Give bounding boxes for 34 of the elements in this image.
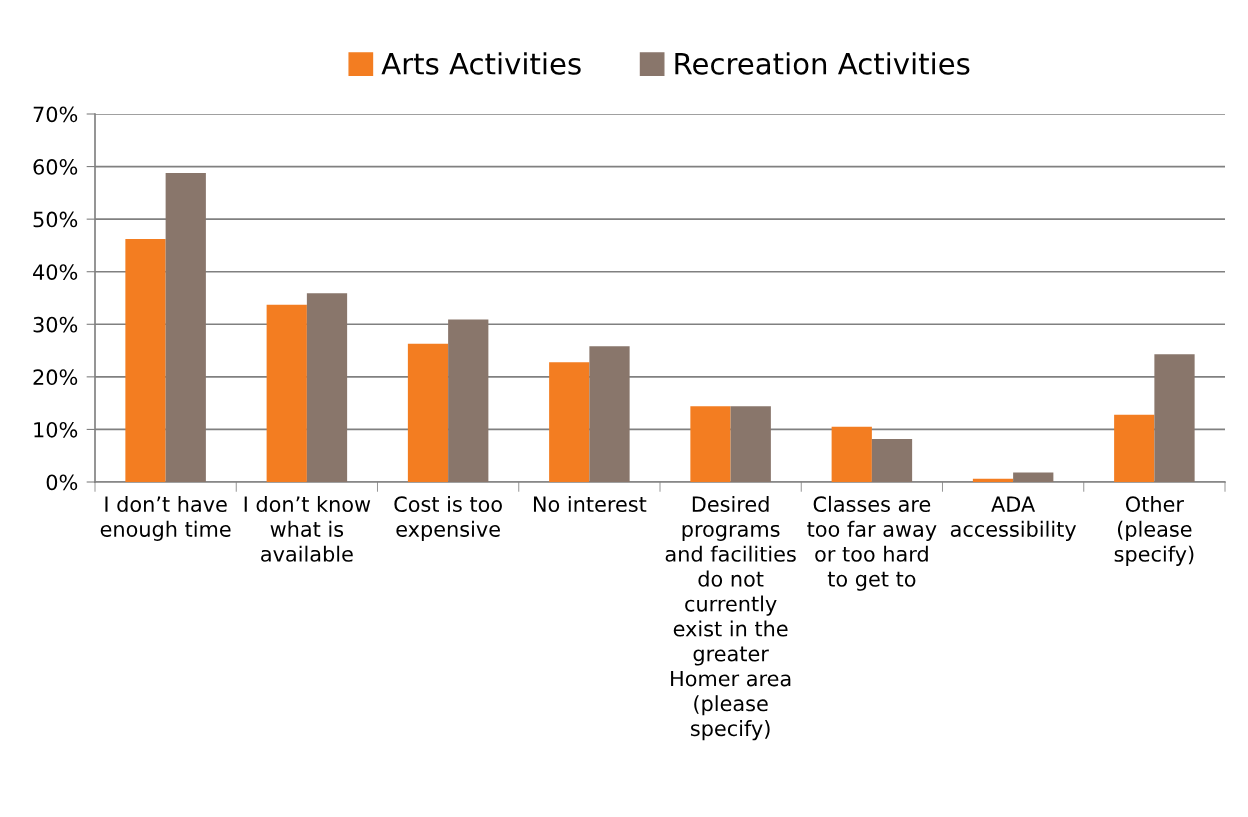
bar xyxy=(831,426,872,482)
bar xyxy=(125,239,166,482)
x-tick-label: I don’t have enough time xyxy=(100,495,231,541)
y-tick-label: 60% xyxy=(33,159,78,175)
bar xyxy=(306,293,348,482)
x-tick-label: Classes are too far away or too hard to get to xyxy=(807,495,937,591)
bar xyxy=(690,406,731,482)
bar xyxy=(1013,472,1054,482)
bar xyxy=(589,346,630,482)
bar xyxy=(730,406,771,482)
y-tick-label: 10% xyxy=(34,421,78,438)
bar xyxy=(1154,354,1195,482)
x-tick-label: Cost is too expensive xyxy=(394,495,502,541)
bar xyxy=(407,343,449,482)
x-tick-label: ADA accessibility xyxy=(950,496,1077,541)
bar xyxy=(448,319,489,482)
bar xyxy=(972,478,1014,482)
category-label: Desired programs and facilities do not currently exist in the greater Homer area (please specify) xyxy=(665,495,796,741)
bar xyxy=(549,362,590,482)
bar xyxy=(266,304,307,482)
x-tick-label: Other (please specify) xyxy=(1114,495,1194,566)
x-tick-label: No interest xyxy=(533,495,647,513)
y-tick-label: 0% xyxy=(46,474,78,491)
y-tick-label: 30% xyxy=(33,316,78,333)
y-tick-label: 20% xyxy=(33,369,78,386)
y-tick-label: 70% xyxy=(33,106,78,123)
legend-label: Arts Activities xyxy=(381,52,581,75)
y-tick-label: 50% xyxy=(33,211,78,228)
bar xyxy=(1114,414,1155,482)
y-tick-label: 40% xyxy=(33,264,78,280)
bar xyxy=(165,172,206,482)
x-tick-label: I don’t know what is available xyxy=(244,495,371,562)
legend-label: Recreation Activities xyxy=(675,52,970,75)
bar xyxy=(871,438,913,482)
